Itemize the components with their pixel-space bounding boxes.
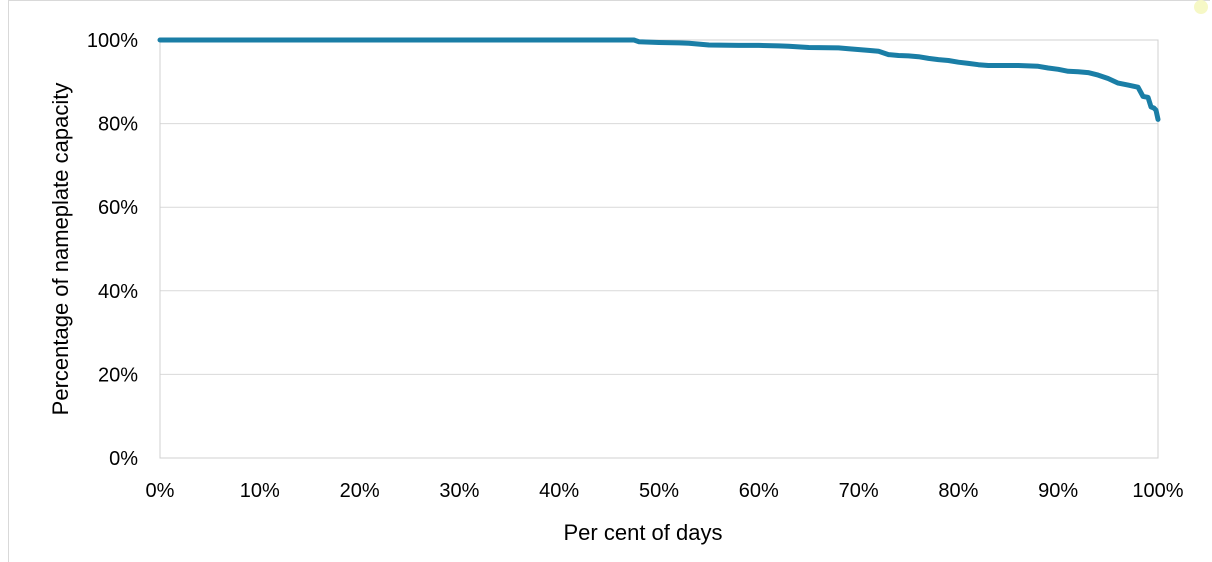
gridlines	[160, 39, 1158, 459]
chart-frame	[8, 0, 1210, 562]
x-tick-label: 0%	[146, 480, 175, 502]
y-axis-title: Percentage of nameplate capacity	[48, 83, 73, 416]
x-tick-label: 10%	[240, 480, 280, 502]
x-tick-label: 60%	[739, 480, 779, 502]
x-tick-label: 100%	[1132, 480, 1183, 502]
x-tick-label: 80%	[938, 480, 978, 502]
x-axis-tick-labels: 0% 10% 20% 30% 40% 50% 60% 70% 80% 90% 100%	[146, 480, 1184, 502]
y-tick-label: 0%	[109, 448, 138, 470]
series-line-0	[157, 37, 1161, 122]
y-tick-label: 40%	[98, 281, 138, 303]
y-tick-label: 60%	[98, 197, 138, 219]
y-tick-label: 80%	[98, 114, 138, 136]
x-tick-label: 50%	[639, 480, 679, 502]
y-axis-tick-labels: 0% 20% 40% 60% 80% 100%	[87, 30, 138, 470]
x-tick-label: 90%	[1038, 480, 1078, 502]
x-tick-label: 70%	[839, 480, 879, 502]
corner-decoration	[1194, 0, 1208, 14]
x-tick-label: 40%	[539, 480, 579, 502]
series-layer	[157, 37, 1161, 122]
y-tick-label: 100%	[87, 30, 138, 52]
x-tick-label: 30%	[439, 480, 479, 502]
x-axis-title: Per cent of days	[564, 520, 723, 545]
x-tick-label: 20%	[340, 480, 380, 502]
plot-area-border	[159, 39, 1159, 459]
y-tick-label: 20%	[98, 364, 138, 386]
